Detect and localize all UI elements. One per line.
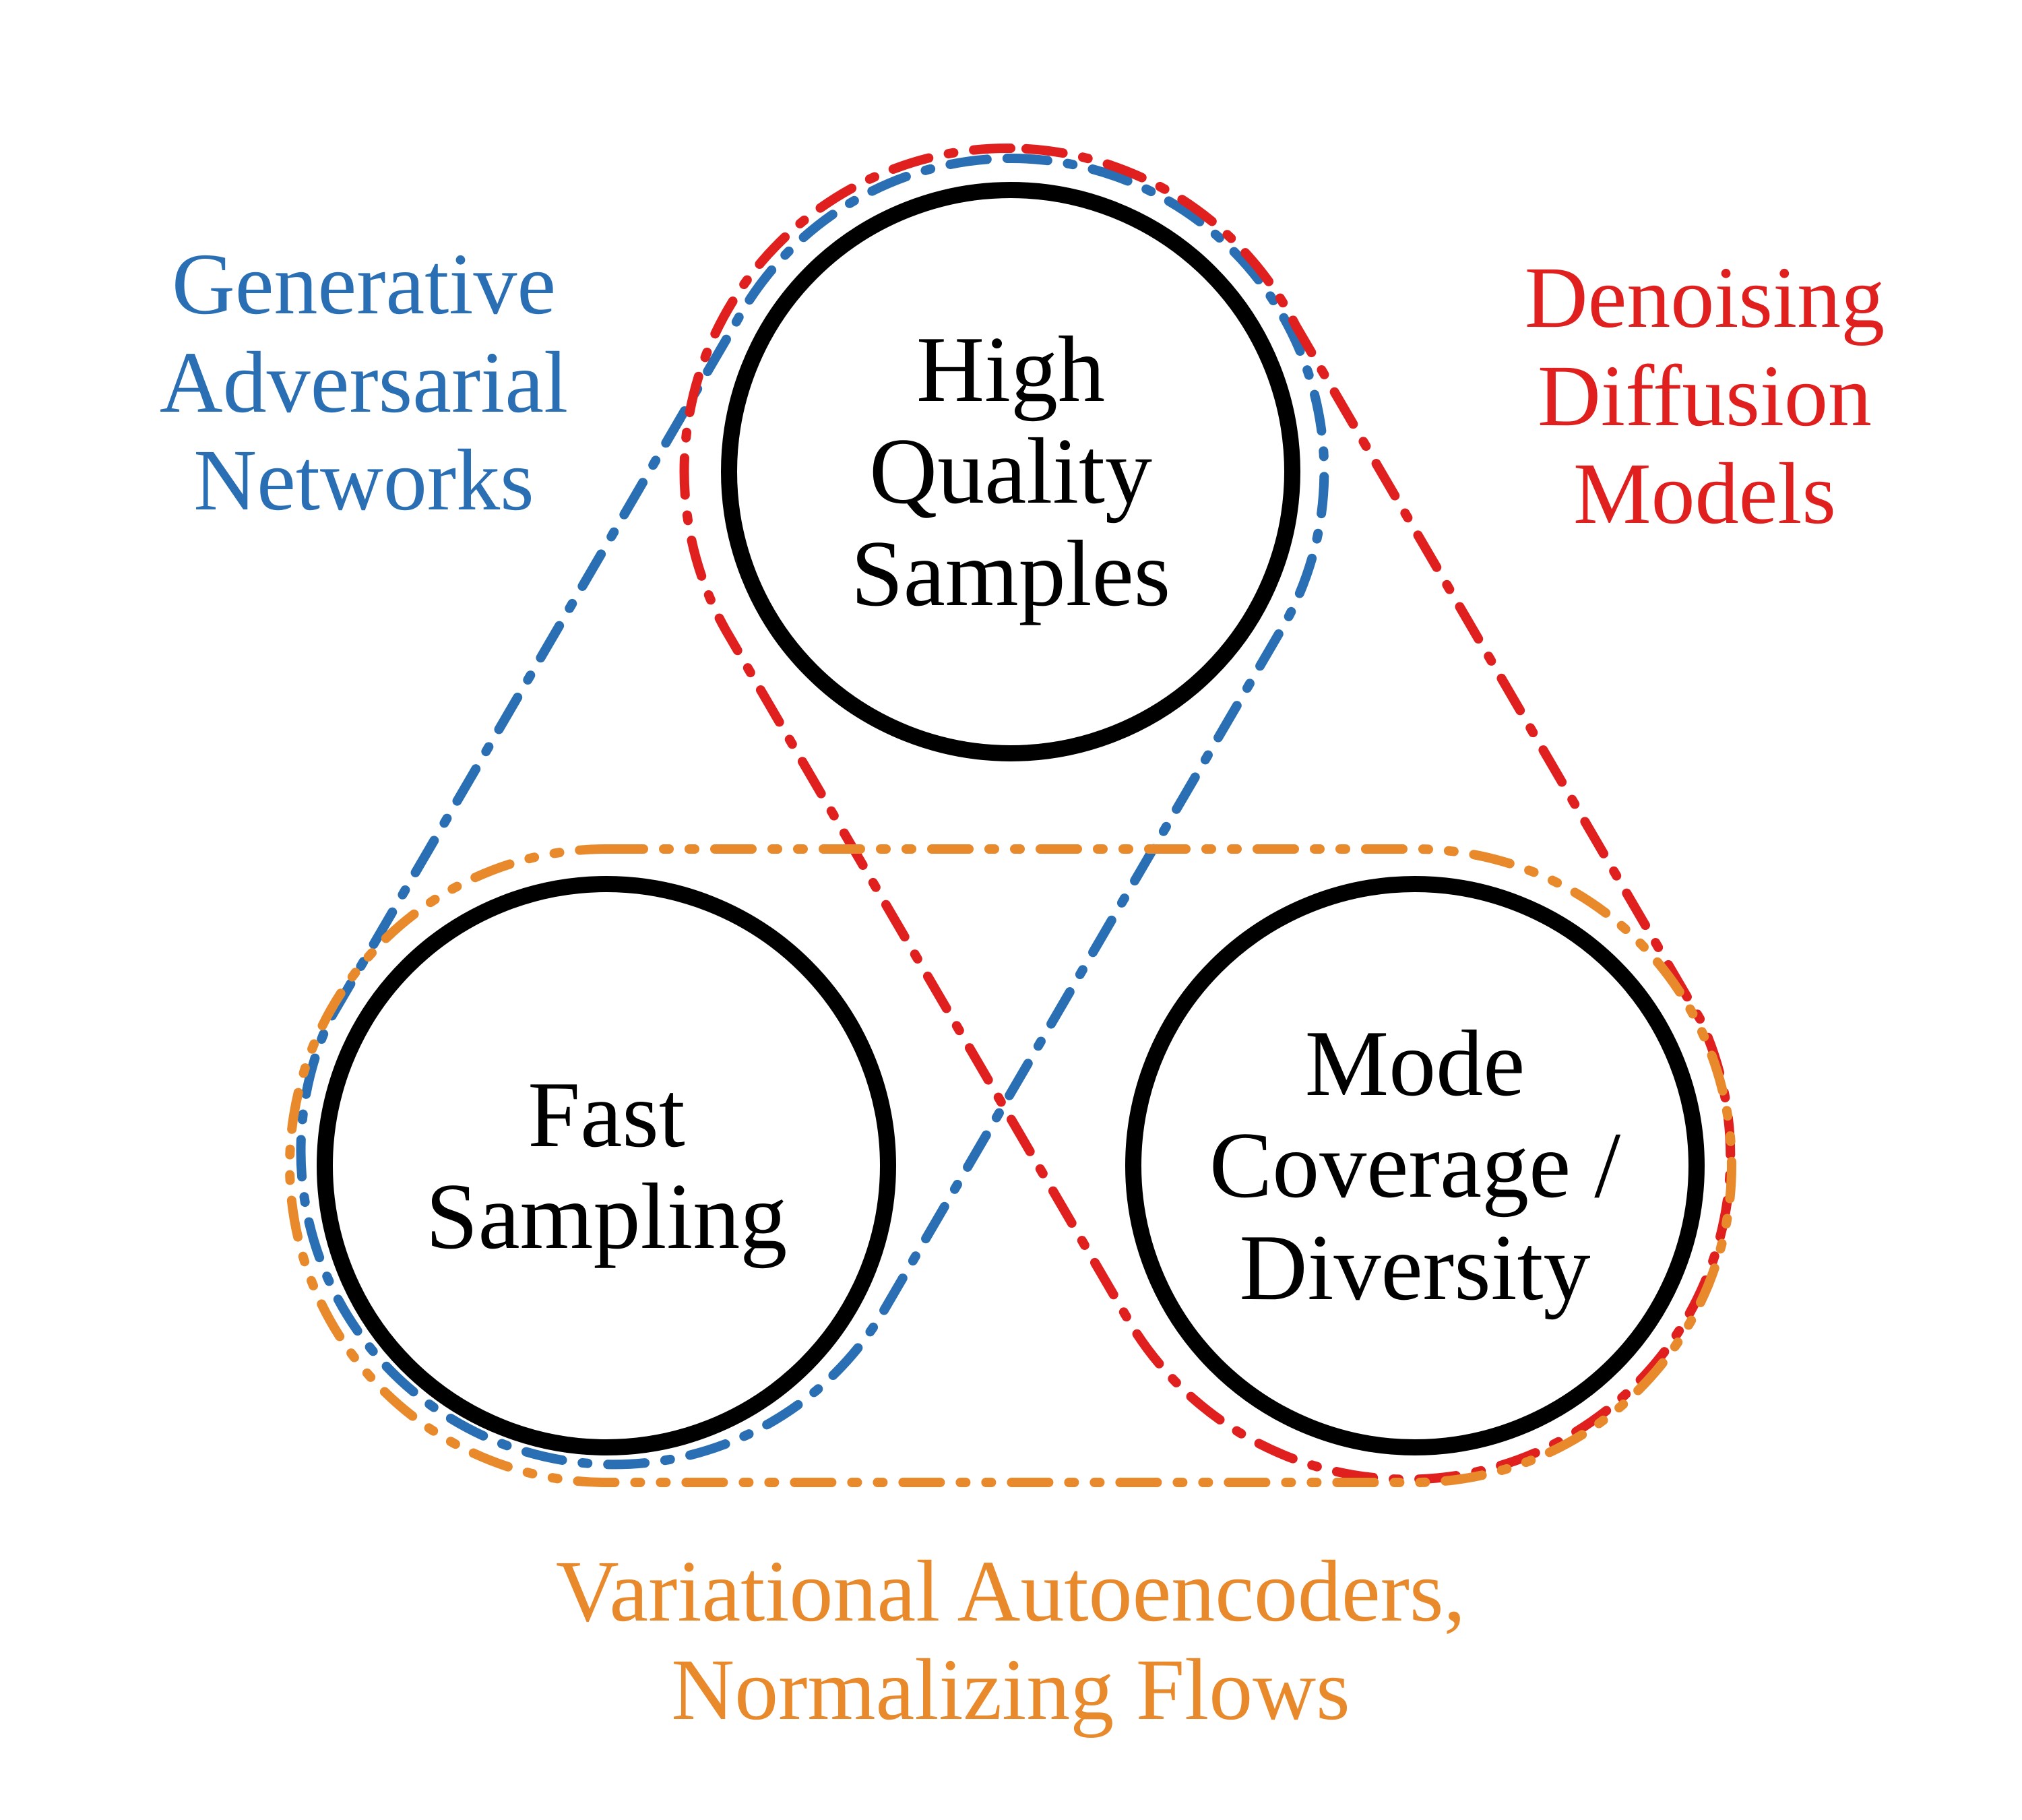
trilemma-diagram: High Quality Samples Fast Sampling Mode … — [0, 0, 2022, 1820]
node-high-quality: High Quality Samples — [721, 182, 1300, 761]
node-mode-coverage-label: Mode Coverage / Diversity — [1209, 1013, 1620, 1319]
node-high-quality-label: High Quality Samples — [851, 319, 1170, 625]
caption-gan: Generative Adversarial Networks — [67, 236, 660, 530]
caption-ddm: Denoising Diffusion Models — [1428, 249, 1981, 544]
node-mode-coverage: Mode Coverage / Diversity — [1125, 876, 1705, 1455]
caption-vae: Variational Autoencoders, Normalizing Fl… — [337, 1543, 1684, 1739]
node-fast-sampling-label: Fast Sampling — [426, 1064, 788, 1267]
node-fast-sampling: Fast Sampling — [317, 876, 896, 1455]
